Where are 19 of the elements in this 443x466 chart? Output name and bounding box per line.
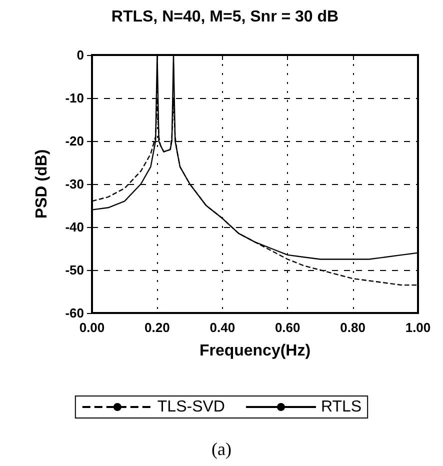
- legend-label: RTLS: [320, 398, 362, 416]
- x-tick-label: 1.00: [405, 320, 431, 335]
- x-tick-label: 0.60: [274, 320, 300, 335]
- y-tick-label: -20: [65, 134, 84, 148]
- y-tick-label: -50: [65, 262, 84, 278]
- y-tick-label: 0: [76, 48, 84, 62]
- y-tick-label: -10: [65, 90, 84, 106]
- x-tick-label: 0.00: [79, 320, 105, 335]
- x-tick-label: 0.40: [210, 320, 236, 335]
- x-tick-label: 0.20: [144, 320, 170, 335]
- legend-label: TLS-SVD: [157, 398, 225, 416]
- y-tick-label: -30: [65, 176, 84, 192]
- y-tick-label: -40: [65, 220, 84, 234]
- x-axis-title: Frequency(Hz): [199, 342, 311, 360]
- y-axis-title: PSD (dB): [34, 149, 50, 219]
- text: (a): [212, 439, 232, 459]
- y-tick-label: -60: [65, 306, 84, 320]
- chart-title: RTLS, N=40, M=5, Snr = 30 dB: [111, 8, 339, 26]
- x-tick-label: 0.80: [340, 320, 366, 335]
